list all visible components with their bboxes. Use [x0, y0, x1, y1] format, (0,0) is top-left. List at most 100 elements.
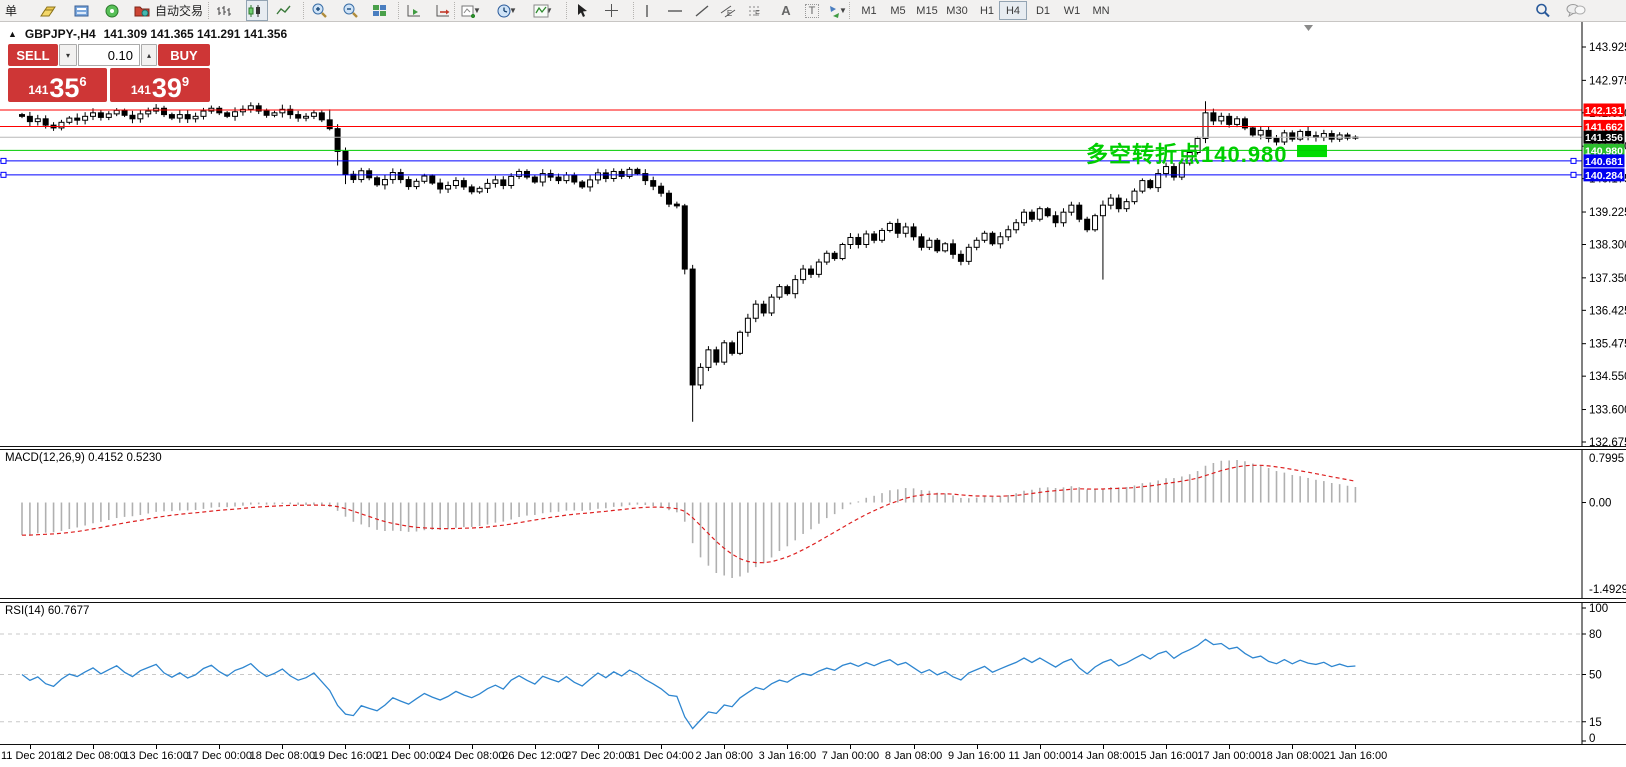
autotrading-label[interactable]: 自动交易 — [154, 4, 203, 18]
time-tick-label: 31 Dec 04:00 — [628, 750, 694, 762]
time-tick-label: 8 Jan 08:00 — [884, 750, 943, 762]
bar-chart-icon[interactable] — [216, 0, 238, 21]
price-tick-label: 143.925 — [1589, 42, 1626, 54]
timeframe-m1[interactable]: M1 — [861, 4, 877, 17]
panel-collapse-icon[interactable]: ▲ — [8, 29, 17, 39]
periods-clock-button[interactable]: ▼ — [497, 0, 527, 21]
time-tick-label: 18 Dec 08:00 — [249, 750, 316, 762]
volume-input[interactable] — [78, 44, 140, 66]
time-tick — [1292, 745, 1294, 749]
line-handle[interactable] — [0, 157, 7, 164]
timeframe-h4[interactable]: H4 — [999, 1, 1027, 20]
price-tick-label: 135.475 — [1589, 339, 1626, 351]
cursor-icon[interactable] — [575, 0, 597, 21]
green-box-object[interactable] — [1297, 144, 1328, 158]
volume-up-button[interactable]: ▴ — [141, 44, 157, 66]
time-tick — [282, 745, 284, 749]
time-tick-label: 21 Dec 00:00 — [375, 750, 442, 762]
autotrading-icon[interactable] — [134, 0, 156, 21]
price-level-label: 140.284 — [1585, 170, 1623, 182]
market-watch-icon[interactable] — [74, 0, 96, 21]
timeframe-h1[interactable]: H1 — [979, 4, 995, 17]
gold-bar-icon[interactable] — [40, 0, 62, 21]
time-tick — [724, 745, 726, 749]
time-tick — [976, 745, 978, 749]
line-handle[interactable] — [1570, 171, 1577, 178]
chat-icon[interactable] — [1566, 0, 1588, 21]
buy-price[interactable]: 141 39 9 — [110, 68, 210, 102]
timeframe-m30[interactable]: M30 — [946, 4, 968, 17]
timeframe-w1[interactable]: W1 — [1063, 4, 1081, 17]
line-handle[interactable] — [1570, 157, 1577, 164]
line-chart-icon[interactable] — [276, 0, 298, 21]
chart-title-bar: ▲ GBPJPY-,H4 141.309 141.365 141.291 141… — [8, 27, 287, 41]
chevron-down-icon: ▼ — [545, 6, 553, 15]
chevron-down-icon: ▼ — [473, 6, 481, 15]
time-tick — [156, 745, 158, 749]
equidistant-channel-tool[interactable]: E — [720, 0, 742, 21]
price-tick-label: 133.600 — [1589, 405, 1626, 417]
time-axis[interactable]: 11 Dec 2018 12 Dec 08:00 13 Dec 16:00 17 De… — [0, 744, 1626, 767]
macd-label: MACD(12,26,9) 0.4152 0.5230 — [5, 452, 162, 464]
text-label-tool[interactable]: T — [801, 0, 823, 21]
time-tick — [345, 745, 347, 749]
time-tick — [597, 745, 599, 749]
timeframe-d1[interactable]: D1 — [1035, 4, 1051, 17]
time-tick-label: 17 Jan 00:00 — [1197, 750, 1261, 762]
time-tick-label: 3 Jan 16:00 — [758, 750, 817, 762]
chart-window[interactable]: 143.925142.975142.050141.100140.175139.2… — [0, 22, 1626, 767]
indicators-button[interactable]: ▼ — [533, 0, 563, 21]
new-order-label: 单 — [4, 4, 17, 18]
fibonacci-tool[interactable]: F — [749, 6, 761, 18]
new-chart-button[interactable]: ▼ — [461, 0, 491, 21]
pane-splitter[interactable] — [0, 446, 1626, 450]
pivot-annotation[interactable]: 多空转折点140.980 — [1086, 142, 1288, 167]
line-handle[interactable] — [0, 171, 7, 178]
time-tick-label: 11 Jan 00:00 — [1008, 750, 1072, 762]
sell-price[interactable]: 141 35 6 — [8, 68, 107, 102]
macd-pane[interactable]: 0.7995 0.00 -1.4929 — [0, 450, 1626, 598]
sell-price-sup: 6 — [79, 74, 87, 89]
ohlc-values: 141.309 141.365 141.291 141.356 — [103, 27, 288, 41]
buy-price-sup: 9 — [181, 74, 190, 89]
time-tick — [1355, 745, 1357, 749]
search-icon[interactable] — [1535, 0, 1557, 21]
new-order-button[interactable]: 单 — [0, 0, 22, 21]
horizontal-line-tool[interactable] — [667, 0, 689, 21]
timeframe-m5[interactable]: M5 — [890, 4, 906, 17]
zoom-out-icon[interactable] — [342, 0, 364, 21]
arrows-tool[interactable]: ▼ — [827, 0, 857, 21]
rsi-axis-label: 50 — [1589, 670, 1602, 682]
trendline-tool[interactable] — [694, 0, 716, 21]
rsi-axis-label: 0 — [1589, 733, 1595, 744]
rsi-line — [21, 638, 1356, 730]
price-level-label: 141.356 — [1585, 132, 1623, 144]
price-level-label: 141.662 — [1585, 121, 1623, 133]
text-tool[interactable]: A — [781, 3, 791, 18]
timeframe-mn[interactable]: MN — [1092, 4, 1110, 17]
time-tick — [787, 745, 789, 749]
pane-splitter[interactable] — [0, 598, 1626, 603]
time-tick-label: 11 Dec 2018 — [1, 750, 63, 762]
signal-icon[interactable] — [105, 0, 127, 21]
auto-scroll-icon[interactable] — [406, 0, 428, 21]
scroll-marker-icon — [1304, 25, 1313, 31]
sell-button[interactable]: SELL — [8, 44, 58, 66]
time-tick — [93, 745, 94, 749]
chart-shift-icon[interactable] — [435, 0, 457, 21]
rsi-axis-label: 100 — [1589, 603, 1608, 615]
candle-chart-icon[interactable] — [246, 0, 268, 21]
price-tick-label: 134.550 — [1589, 371, 1626, 383]
zoom-in-icon[interactable] — [311, 0, 333, 21]
timeframe-m15[interactable]: M15 — [916, 4, 938, 17]
sell-price-big: 35 — [49, 73, 80, 103]
buy-button[interactable]: BUY — [158, 44, 210, 66]
vertical-line-tool[interactable] — [641, 0, 663, 21]
buy-price-prefix: 141 — [130, 83, 151, 97]
volume-dropdown-button[interactable]: ▾ — [59, 44, 77, 66]
price-chart-pane[interactable]: 143.925142.975142.050141.100140.175139.2… — [0, 22, 1626, 446]
tile-windows-icon[interactable] — [372, 0, 394, 21]
crosshair-icon[interactable] — [604, 0, 626, 21]
time-tick-label: 14 Jan 08:00 — [1071, 750, 1135, 762]
rsi-pane[interactable]: 100 80 50 15 0 — [0, 603, 1626, 744]
